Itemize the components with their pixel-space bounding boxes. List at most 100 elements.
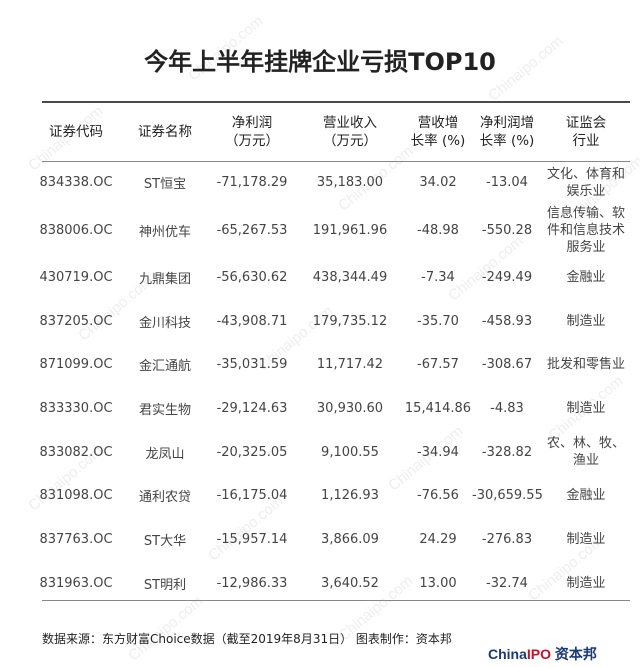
header-revenue-line: 营业收入 — [323, 115, 377, 131]
cell-profit-growth: -249.49 — [481, 270, 533, 286]
cell-net-profit: -12,986.33 — [216, 575, 288, 591]
cell-industry: 金融业 — [566, 270, 606, 286]
cell-revenue: 35,183.00 — [316, 175, 384, 191]
header-industry-line: 行业 — [572, 133, 600, 149]
cell-revenue: 191,961.96 — [312, 222, 388, 238]
cell-revenue-growth: -76.56 — [417, 488, 459, 504]
table-row: 837763.OC ST大华 -15,957.14 3,866.09 24.29 -276… — [30, 518, 630, 562]
cell-net-profit: -29,124.63 — [216, 401, 288, 417]
header-net-profit-line: 净利润 — [231, 115, 273, 131]
cell-net-profit: -16,175.04 — [216, 488, 288, 504]
table-row: 837205.OC 金川科技 -43,908.71 179,735.12 -35.70 -… — [30, 299, 630, 343]
header-code-line: 证券代码 — [49, 124, 103, 140]
cell-net-profit: -35,031.59 — [216, 357, 288, 373]
brand-logo: ChinaIPO 资本邦 — [488, 644, 597, 664]
cell-name: 神州优车 — [138, 224, 191, 240]
cell-revenue-growth: -7.34 — [421, 270, 455, 286]
cell-net-profit: -56,630.62 — [216, 270, 288, 286]
header-industry: 证监会 行业 — [542, 103, 630, 161]
header-revenue-growth-line: 长率 (%) — [410, 133, 466, 149]
table-row: 833082.OC 龙凤山 -20,325.05 9,100.55 -34.94 -328… — [30, 430, 630, 474]
cell-name: ST大华 — [143, 534, 187, 550]
page-title: 今年上半年挂牌企业亏损TOP10 — [144, 48, 496, 76]
cell-industry: 制造业 — [566, 313, 606, 329]
cell-industry: 制造业 — [566, 532, 606, 548]
table-body: 834338.OC ST恒宝 -71,178.29 35,183.00 34.02 -13… — [30, 161, 630, 605]
cell-revenue-growth: 15,414.86 — [404, 401, 472, 417]
cell-profit-growth: -4.83 — [490, 401, 524, 417]
cell-profit-growth: -276.83 — [481, 532, 533, 548]
cell-name: 君实生物 — [138, 403, 191, 419]
table-row: 831098.OC 通利农贷 -16,175.04 1,126.93 -76.56 -30… — [30, 474, 630, 518]
cell-name: ST明利 — [143, 577, 187, 593]
cell-code: 837205.OC — [39, 313, 113, 329]
header-revenue-line: （万元） — [323, 133, 377, 149]
cell-profit-growth: -308.67 — [481, 357, 533, 373]
header-code: 证券代码 — [30, 103, 122, 161]
cell-industry: 批发和零售业 — [546, 357, 625, 373]
table-top-rule — [42, 101, 630, 103]
cell-revenue: 179,735.12 — [312, 313, 388, 329]
cell-industry: 制造业 — [566, 575, 606, 591]
cell-name: 通利农贷 — [138, 490, 191, 506]
logo-china: China — [488, 646, 527, 662]
table-row: 833330.OC 君实生物 -29,124.63 30,930.60 15,414.8… — [30, 387, 630, 431]
cell-profit-growth: -550.28 — [481, 222, 533, 238]
cell-profit-growth: -32.74 — [486, 575, 528, 591]
cell-profit-growth: -13.04 — [486, 175, 528, 191]
table-row: 430719.OC 九鼎集团 -56,630.62 438,344.49 -7.34 -2… — [30, 256, 630, 300]
table-row: 834338.OC ST恒宝 -71,178.29 35,183.00 34.02 -13… — [30, 161, 630, 205]
cell-profit-growth: -328.82 — [481, 444, 533, 460]
cell-revenue: 3,640.52 — [321, 575, 379, 591]
cell-revenue-growth: -67.57 — [417, 357, 459, 373]
cell-revenue-growth: 13.00 — [419, 575, 457, 591]
logo-cn-name: 资本邦 — [551, 646, 597, 662]
cell-industry: 文化、体育和娱乐业 — [546, 166, 625, 199]
table-row: 831963.OC ST明利 -12,986.33 3,640.52 13.00 -32.… — [30, 562, 630, 606]
cell-revenue: 1,126.93 — [321, 488, 379, 504]
cell-code: 430719.OC — [39, 270, 113, 286]
cell-revenue: 9,100.55 — [321, 444, 379, 460]
cell-industry: 信息传输、软件和信息技术服务业 — [546, 205, 625, 255]
cell-profit-growth: -30,659.55 — [472, 488, 543, 504]
cell-code: 838006.OC — [39, 222, 113, 238]
header-industry-line: 证监会 — [565, 115, 607, 131]
header-net-profit: 净利润 （万元） — [208, 103, 296, 161]
header-name-line: 证券名称 — [138, 124, 192, 140]
table-row: 838006.OC 神州优车 -65,267.53 191,961.96 -48.98 -… — [30, 205, 630, 256]
cell-revenue: 438,344.49 — [312, 270, 388, 286]
cell-revenue-growth: -48.98 — [417, 222, 459, 238]
cell-industry: 制造业 — [566, 401, 606, 417]
header-name: 证券名称 — [122, 103, 208, 161]
cell-code: 837763.OC — [39, 532, 113, 548]
cell-net-profit: -65,267.53 — [216, 222, 288, 238]
cell-revenue: 30,930.60 — [316, 401, 384, 417]
cell-net-profit: -43,908.71 — [216, 313, 288, 329]
source-note: 数据来源：东方财富Choice数据（截至2019年8月31日） 图表制作：资本邦 — [42, 632, 452, 646]
cell-code: 831098.OC — [39, 488, 113, 504]
cell-revenue: 11,717.42 — [316, 357, 384, 373]
cell-code: 833330.OC — [39, 401, 113, 417]
cell-revenue-growth: 24.29 — [419, 532, 457, 548]
cell-revenue-growth: -34.94 — [417, 444, 459, 460]
cell-code: 833082.OC — [39, 444, 113, 460]
logo-ipo: IPO — [526, 646, 552, 662]
cell-name: 金汇通航 — [138, 359, 191, 375]
header-revenue-growth-line: 营收增 — [417, 115, 459, 131]
cell-net-profit: -71,178.29 — [216, 175, 288, 191]
cell-revenue-growth: -35.70 — [417, 313, 459, 329]
header-revenue: 营业收入 （万元） — [296, 103, 404, 161]
header-profit-growth-line: 长率 (%) — [479, 133, 535, 149]
cell-net-profit: -15,957.14 — [216, 532, 288, 548]
table-header-row: 证券代码 证券名称 净利润 （万元） 营业收入 （万元） 营收增 长率 (%) 净利润增 长率 (… — [30, 103, 630, 161]
table-header-rule — [42, 161, 630, 162]
cell-code: 871099.OC — [39, 357, 113, 373]
cell-name: 龙凤山 — [145, 446, 185, 462]
cell-name: 九鼎集团 — [138, 272, 191, 288]
cell-industry: 农、林、牧、渔业 — [546, 436, 625, 469]
cell-code: 834338.OC — [39, 175, 113, 191]
table-row: 871099.OC 金汇通航 -35,031.59 11,717.42 -67.57 -3… — [30, 343, 630, 387]
loss-table: 证券代码 证券名称 净利润 （万元） 营业收入 （万元） 营收增 长率 (%) 净利润增 长率 (… — [30, 103, 630, 605]
cell-name: 金川科技 — [138, 315, 191, 331]
table-bottom-rule — [42, 600, 630, 601]
